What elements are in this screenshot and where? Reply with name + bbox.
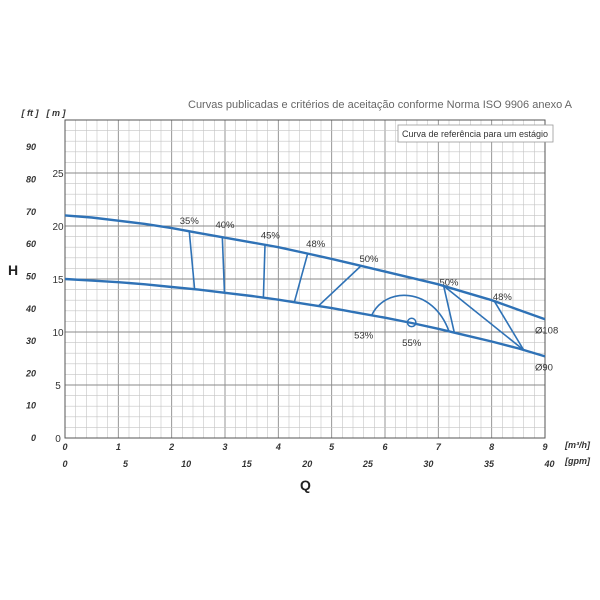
efficiency-line [443,285,525,351]
y-tick-ft-label: 90 [26,142,36,152]
efficiency-label: 40% [215,220,235,231]
y-tick-ft-label: 70 [26,207,36,217]
efficiency-loop-53 [370,294,450,332]
y-tick-m-label: 0 [55,434,61,445]
x-tick-gpm-label: 10 [181,459,191,469]
efficiency-label-53: 53% [354,330,374,341]
x-ticks-m3h: 0 1 2 3 4 5 6 7 8 9 [62,442,547,452]
x-tick-gpm-label: 35 [484,459,495,469]
x-tick-gpm-label: 20 [301,459,312,469]
y-tick-m-label: 15 [52,275,64,286]
efficiency-line [442,285,456,333]
x-tick-m3h-label: 4 [275,442,281,452]
x-tick-m3h-label: 6 [382,442,388,452]
series-labels: Ø108 Ø90 [535,325,558,373]
efficiency-line [221,237,226,293]
y-tick-m-label: 5 [55,381,61,392]
y-tick-ft-label: 10 [26,401,36,411]
x-tick-m3h-label: 7 [436,442,442,452]
y-tick-m-label: 20 [52,222,64,233]
x-ticks-gpm: 0 5 10 15 20 25 30 35 40 [62,459,554,469]
efficiency-label: 35% [180,216,200,227]
series-label: Ø108 [535,325,558,336]
efficiency-label: 45% [261,231,281,242]
chart-grid [64,119,546,439]
x-unit-gpm: [gpm] [564,456,591,466]
series-curves [64,214,546,358]
series-label: Ø90 [535,362,553,373]
series-curve-d108 [64,214,546,321]
x-axis-name: Q [300,477,311,493]
chart-title: Curvas publicadas e critérios de aceitaç… [188,99,573,111]
x-tick-m3h-label: 2 [168,442,174,452]
x-tick-gpm-label: 30 [423,459,433,469]
efficiency-label: 50% [439,277,459,288]
x-unit-m3h: [m³/h] [564,440,591,450]
y-ticks-ft: 0 10 20 30 40 50 60 70 80 90 [25,142,36,443]
y-unit-m: [ m ] [46,108,67,118]
y-ticks-m: 0 5 10 15 20 25 [52,169,64,445]
efficiency-line [293,253,309,303]
x-tick-gpm-label: 5 [123,459,129,469]
legend-box [397,124,554,143]
efficiency-label: 50% [359,254,379,265]
y-axis-name: H [8,262,18,278]
efficiency-label-55: 55% [402,338,422,349]
x-tick-m3h-label: 8 [489,442,494,452]
legend-box-text: Curva de referência para um estágio [402,129,548,139]
y-tick-ft-label: 30 [26,336,36,346]
y-tick-m-label: 10 [52,328,64,339]
efficiency-line [188,231,196,290]
y-tick-ft-label: 0 [31,433,36,443]
y-unit-ft: [ ft ] [21,108,40,118]
x-tick-gpm-label: 0 [62,459,67,469]
efficiency-label: 48% [493,292,513,303]
x-tick-gpm-label: 40 [544,459,555,469]
x-tick-m3h-label: 1 [116,442,121,452]
x-tick-gpm-label: 25 [362,459,374,469]
y-tick-ft-label: 40 [25,304,36,314]
y-tick-ft-label: 20 [25,368,36,378]
y-tick-ft-label: 80 [26,175,36,185]
efficiency-lines: 35% 40% 45% 48% 50% 50% 48% 53% 55% [180,216,525,351]
y-tick-ft-label: 60 [26,239,36,249]
efficiency-label: 48% [306,239,326,250]
x-tick-gpm-label: 15 [242,459,253,469]
x-tick-m3h-label: 5 [329,442,335,452]
x-tick-m3h-label: 3 [222,442,227,452]
y-tick-m-label: 25 [52,169,64,180]
x-tick-m3h-label: 9 [542,442,547,452]
efficiency-line [493,300,525,351]
x-tick-m3h-label: 0 [62,442,67,452]
series-curve-d90 [64,277,546,358]
efficiency-line [262,244,266,298]
y-tick-ft-label: 50 [26,271,36,281]
efficiency-line [317,265,362,307]
